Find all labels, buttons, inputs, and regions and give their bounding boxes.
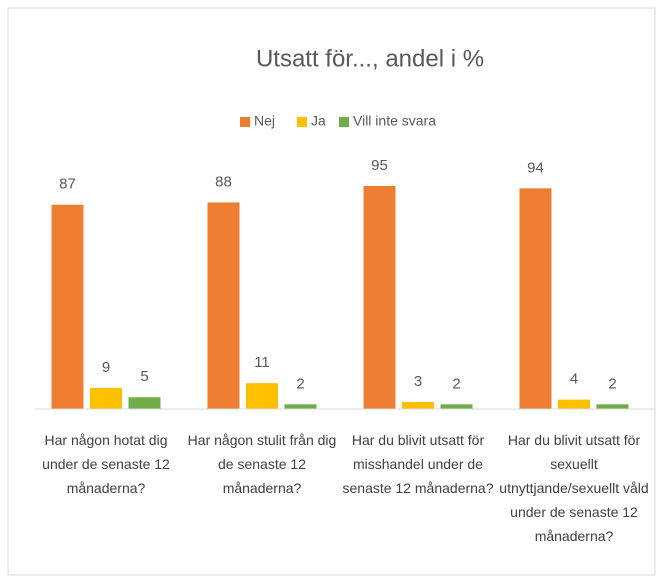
- bar: [558, 399, 590, 409]
- bar: [128, 397, 161, 409]
- legend-label: Vill inte svara: [353, 113, 436, 129]
- bar: [440, 404, 473, 409]
- x-tick-label: Har någon stulit från dig de senaste 12 …: [187, 432, 337, 496]
- bar: [207, 202, 240, 409]
- data-label: 87: [59, 176, 76, 193]
- chart-title: Utsatt för..., andel i %: [256, 45, 484, 72]
- data-label: 95: [371, 157, 388, 174]
- bar: [51, 204, 84, 409]
- legend-swatch: [240, 117, 250, 127]
- data-label: 11: [254, 354, 270, 371]
- data-label: 5: [140, 368, 148, 385]
- legend-swatch: [297, 117, 307, 127]
- bar: [246, 383, 278, 409]
- data-label: 2: [452, 375, 460, 392]
- data-label: 2: [608, 375, 616, 392]
- legend-label: Ja: [311, 113, 326, 129]
- bar: [284, 404, 317, 409]
- bar: [90, 387, 122, 409]
- data-label: 9: [102, 359, 110, 376]
- bar: [402, 401, 434, 409]
- x-tick-label: Har du blivit utsatt för sexuellt utnytt…: [499, 432, 649, 544]
- legend-swatch: [339, 117, 349, 127]
- x-tick-label: Har någon hotat dig under de senaste 12 …: [42, 432, 170, 496]
- data-label: 3: [414, 373, 422, 390]
- bar: [519, 188, 552, 409]
- x-tick-label: Har du blivit utsatt för misshandel unde…: [342, 432, 494, 496]
- bar: [363, 186, 396, 409]
- legend-label: Nej: [254, 113, 275, 129]
- data-label: 88: [215, 173, 232, 190]
- data-label: 4: [570, 371, 578, 388]
- bar: [596, 404, 629, 409]
- data-label: 2: [296, 375, 304, 392]
- data-label: 94: [527, 159, 544, 176]
